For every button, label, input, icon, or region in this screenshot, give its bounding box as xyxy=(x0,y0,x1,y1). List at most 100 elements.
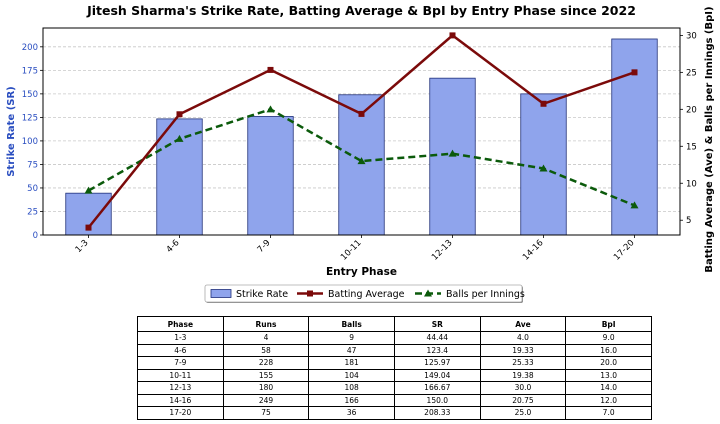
legend-marker-balls-per-innings xyxy=(424,289,432,297)
y-left-tick-label: 75 xyxy=(27,160,38,170)
table-cell: 181 xyxy=(308,356,395,370)
x-tick-label: 14-16 xyxy=(521,238,546,263)
marker-batting-average xyxy=(176,111,183,118)
legend-marker-batting-average xyxy=(307,290,313,297)
marker-batting-average xyxy=(85,224,92,231)
y-right-axis-label: Batting Average (Ave) & Balls per Inning… xyxy=(704,6,715,272)
x-tick-label: 17-20 xyxy=(612,238,637,263)
y-left-tick-label: 200 xyxy=(22,43,38,53)
table-cell: 123.4 xyxy=(393,343,481,357)
table-cell: 16.0 xyxy=(565,343,652,357)
table-cell: 4.0 xyxy=(479,331,567,345)
table-cell: 58 xyxy=(222,343,310,357)
table-cell: 149.04 xyxy=(393,368,481,382)
y-left-tick-label: 150 xyxy=(22,90,38,100)
table-cell: 20.75 xyxy=(479,393,567,407)
table-cell: 7-9 xyxy=(137,356,224,370)
header-balls: Balls xyxy=(308,316,395,332)
marker-balls-per-innings xyxy=(539,164,548,172)
x-axis-label: Entry Phase xyxy=(326,266,397,278)
legend xyxy=(204,284,523,303)
legend-label-batting-average: Batting Average xyxy=(328,289,405,300)
table-cell: 36 xyxy=(308,406,395,420)
table-cell: 14-16 xyxy=(137,393,224,407)
y-left-tick-label: 175 xyxy=(22,66,38,76)
y-right-tick-label: 20 xyxy=(686,105,697,115)
table-cell: 44.44 xyxy=(393,331,481,345)
table-row: 17-20 75 36 208.33 25.0 7.0 xyxy=(137,406,652,420)
table-cell: 1-3 xyxy=(137,331,224,345)
table-cell: 12-13 xyxy=(137,381,224,395)
table-row: 4-6 58 47 123.4 19.33 16.0 xyxy=(137,343,652,357)
table-row: 14-16 249 166 150.0 20.75 12.0 xyxy=(137,393,652,407)
y-left-tick-label: 100 xyxy=(22,137,38,147)
marker-batting-average xyxy=(358,110,365,117)
legend-swatch-strike-rate xyxy=(210,289,232,298)
x-tick-label: 12-13 xyxy=(430,238,455,263)
y-left-tick-label: 25 xyxy=(27,207,38,217)
y-right-tick-label: 15 xyxy=(686,142,697,152)
table-cell: 150.0 xyxy=(393,393,481,407)
bar-strike-rate xyxy=(338,94,385,236)
table-cell: 20.0 xyxy=(565,356,652,370)
table-cell: 30.0 xyxy=(479,381,567,395)
table-cell: 10-11 xyxy=(137,368,224,382)
stats-table: Phase Runs Balls SR Ave BpI 1-3 4 9 44.4… xyxy=(137,316,652,420)
x-tick-label: 7-9 xyxy=(256,238,273,255)
table-cell: 19.38 xyxy=(479,368,567,382)
y-left-tick-label: 50 xyxy=(27,184,38,194)
table-cell: 75 xyxy=(222,406,310,420)
table-cell: 249 xyxy=(222,393,310,407)
table-cell: 125.97 xyxy=(393,356,481,370)
table-cell: 25.33 xyxy=(479,356,567,370)
x-tick-label: 10-11 xyxy=(339,238,364,263)
marker-balls-per-innings xyxy=(448,149,457,157)
y-right-tick-label: 30 xyxy=(686,31,697,41)
table-header-row: Phase Runs Balls SR Ave BpI xyxy=(137,316,652,332)
marker-batting-average xyxy=(449,32,456,39)
table-cell: 4 xyxy=(222,331,310,345)
table-cell: 228 xyxy=(222,356,310,370)
table-row: 12-13 180 108 166.67 30.0 14.0 xyxy=(137,381,652,395)
y-left-tick-label: 125 xyxy=(22,113,38,123)
legend-label-strike-rate: Strike Rate xyxy=(236,289,288,300)
marker-balls-per-innings xyxy=(84,186,93,194)
table-cell: 180 xyxy=(222,381,310,395)
y-left-tick-label: 0 xyxy=(33,231,38,241)
table-cell: 47 xyxy=(308,343,395,357)
table-cell: 155 xyxy=(222,368,310,382)
legend-label-balls-per-innings: Balls per Innings xyxy=(446,289,525,300)
bar-strike-rate xyxy=(247,116,294,236)
header-ave: Ave xyxy=(479,316,567,332)
table-row: 7-9 228 181 125.97 25.33 20.0 xyxy=(137,356,652,370)
header-sr: SR xyxy=(393,316,481,332)
x-tick-label: 4-6 xyxy=(165,238,182,255)
table-cell: 17-20 xyxy=(137,406,224,420)
y-left-axis-label: Strike Rate (SR) xyxy=(6,86,17,177)
marker-batting-average xyxy=(631,69,638,76)
table-cell: 208.33 xyxy=(393,406,481,420)
x-tick-label: 1-3 xyxy=(74,238,91,255)
chart-title: Jitesh Sharma's Strike Rate, Batting Ave… xyxy=(86,3,636,18)
table-cell: 19.33 xyxy=(479,343,567,357)
marker-balls-per-innings xyxy=(357,157,366,165)
marker-balls-per-innings xyxy=(630,201,639,209)
table-cell: 25.0 xyxy=(479,406,567,420)
table-cell: 104 xyxy=(308,368,395,382)
table-cell: 7.0 xyxy=(565,406,652,420)
table-cell: 13.0 xyxy=(565,368,652,382)
table-row: 10-11 155 104 149.04 19.38 13.0 xyxy=(137,368,652,382)
table-cell: 9 xyxy=(308,331,395,345)
marker-balls-per-innings xyxy=(266,105,275,113)
header-bpi: BpI xyxy=(565,316,652,332)
table-row: 1-3 4 9 44.44 4.0 9.0 xyxy=(137,331,652,345)
header-runs: Runs xyxy=(222,316,310,332)
chart: 0 25 50 75 100 125 150 175 200 5 10 15 20 25 30 1-3 4-6 7… xyxy=(6,3,715,303)
y-right-tick-label: 5 xyxy=(686,216,691,226)
table-cell: 108 xyxy=(308,381,395,395)
table-cell: 166.67 xyxy=(393,381,481,395)
table-cell: 12.0 xyxy=(565,393,652,407)
y-right-tick-label: 10 xyxy=(686,179,697,189)
y-right-tick-label: 25 xyxy=(686,68,697,78)
marker-balls-per-innings xyxy=(175,134,184,142)
